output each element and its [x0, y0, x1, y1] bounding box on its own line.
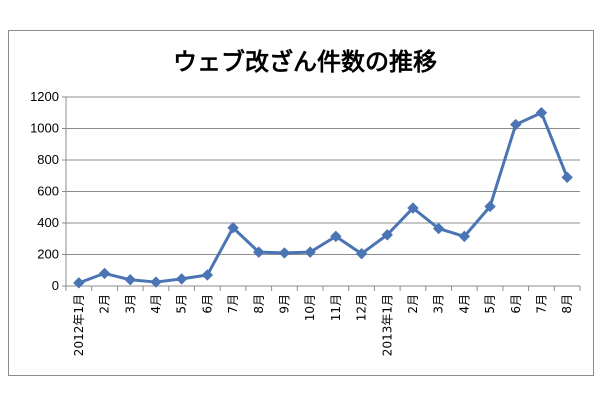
- gridlines: [66, 96, 580, 255]
- x-tick-label: 4月: [149, 294, 163, 314]
- data-point-9: [304, 246, 316, 258]
- data-point-0: [73, 277, 85, 289]
- x-tick-label: 4月: [457, 294, 471, 314]
- y-tick-labels: 0 200 400 600 800 1000 1200: [30, 89, 66, 293]
- chart-title: ウェブ改ざん件数の推移: [173, 48, 437, 76]
- series-line-0: [78, 111, 569, 285]
- data-point-12: [381, 229, 393, 241]
- data-point-1: [98, 267, 111, 280]
- data-point-4: [175, 273, 188, 285]
- x-tick-label: 11月: [329, 294, 343, 321]
- y-tick-label: 400: [37, 215, 59, 230]
- data-point-10: [330, 230, 342, 243]
- x-tick-label: 10月: [303, 294, 317, 321]
- x-tick-label: 6月: [509, 294, 523, 314]
- x-tick-label: 3月: [432, 294, 446, 314]
- data-point-8: [278, 247, 291, 259]
- data-point-16: [484, 200, 496, 213]
- x-tick-label: 5月: [483, 294, 497, 314]
- x-tick-label: 5月: [175, 294, 189, 314]
- x-tick-label: 2013年1月: [380, 294, 394, 356]
- data-point-5: [201, 269, 214, 281]
- x-tick-label: 3月: [123, 294, 137, 314]
- data-point-14: [432, 222, 445, 235]
- y-tick-label: 1200: [30, 89, 59, 104]
- chart-frame: [8, 30, 594, 376]
- y-tick-label: 0: [52, 278, 59, 293]
- data-point-11: [355, 248, 368, 260]
- y-tick-label: 1000: [30, 121, 59, 136]
- data-point-15: [458, 230, 471, 243]
- x-tick-label: 2月: [98, 294, 112, 314]
- x-tick-label: 12月: [355, 294, 369, 321]
- x-tick-label: 9月: [277, 294, 291, 314]
- y-tick-label: 600: [37, 184, 59, 199]
- x-tick-label: 6月: [200, 294, 214, 314]
- x-tick-label: 2月: [406, 294, 420, 314]
- x-tick-label: 8月: [560, 294, 574, 314]
- data-point-3: [150, 276, 162, 288]
- data-point-17: [510, 118, 522, 131]
- y-tick-label: 200: [37, 247, 59, 262]
- data-point-2: [124, 273, 136, 286]
- x-tick-labels: 2012年1月 2月 3月 4月 5月 6月 7月 8月 9月 10月 11月 12月 2013年1月 2…: [65, 286, 581, 356]
- x-tick-label: 7月: [534, 294, 548, 314]
- data-point-18: [535, 107, 548, 119]
- y-tick-label: 800: [37, 152, 59, 167]
- x-tick-label: 8月: [252, 294, 266, 314]
- data-point-7: [253, 246, 265, 258]
- data-point-19: [561, 171, 573, 184]
- series: [73, 107, 573, 289]
- x-tick-label: 2012年1月: [72, 294, 86, 356]
- data-point-13: [407, 202, 419, 214]
- x-tick-label: 7月: [226, 294, 240, 314]
- data-point-6: [227, 222, 239, 234]
